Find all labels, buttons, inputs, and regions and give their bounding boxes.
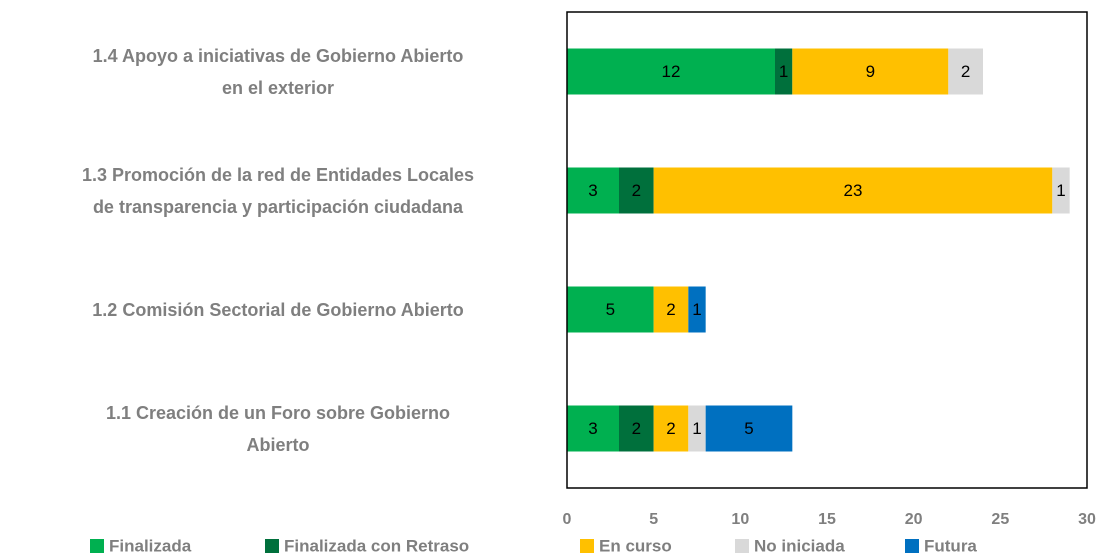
bar-segment [775,48,793,95]
bar-segment [653,167,1053,214]
legend-swatch [905,539,919,553]
data-label: 2 [666,419,675,438]
bar-segment [567,286,654,333]
data-label: 5 [606,300,615,319]
data-label: 3 [588,419,597,438]
bar-segment [619,167,654,214]
legend-label: En curso [599,536,672,555]
bar-segment [567,405,619,452]
x-tick-label: 10 [731,511,749,528]
data-label: 2 [632,181,641,200]
bar-segment [567,48,775,95]
bar-segment [688,405,706,452]
x-tick-label: 25 [991,511,1009,528]
x-tick-label: 5 [649,511,658,528]
bar-segment [688,286,706,333]
data-label: 2 [961,62,970,81]
bar-segment [653,286,689,333]
x-tick-label: 30 [1078,511,1096,528]
data-label: 1 [779,62,788,81]
data-label: 12 [662,62,681,81]
legend-swatch [735,539,749,553]
data-label: 9 [866,62,875,81]
legend-label: Finalizada con Retraso [284,536,469,555]
data-label: 1 [1056,181,1065,200]
x-tick-label: 0 [563,511,572,528]
bar-segment [619,405,654,452]
x-tick-label: 15 [818,511,836,528]
x-tick-label: 20 [905,511,923,528]
data-label: 23 [844,181,863,200]
bar-segment [653,405,689,452]
legend-swatch [90,539,104,553]
data-label: 2 [632,419,641,438]
data-label: 3 [588,181,597,200]
data-label: 2 [666,300,675,319]
data-label: 1 [692,300,701,319]
data-label: 1 [692,419,701,438]
bar-segment [792,48,949,95]
bar-segment [948,48,983,95]
legend-swatch [580,539,594,553]
legend-label: Futura [924,536,977,555]
data-label: 5 [744,419,753,438]
category-label: 1.2 Comisión Sectorial de Gobierno Abier… [92,299,464,320]
bar-segment [705,405,793,452]
category-label: 1.1 Creación de un Foro sobre Gobierno A… [105,402,451,455]
legend-swatch [265,539,279,553]
category-label: 1.4 Apoyo a iniciativas de Gobierno Abie… [92,45,464,98]
bar-segment [567,167,619,214]
legend-label: No iniciada [754,536,845,555]
plot-frame [566,11,1088,489]
category-label: 1.3 Promoción de la red de Entidades Loc… [81,164,475,217]
legend-label: Finalizada [109,536,192,555]
bar-segment [1052,167,1070,214]
